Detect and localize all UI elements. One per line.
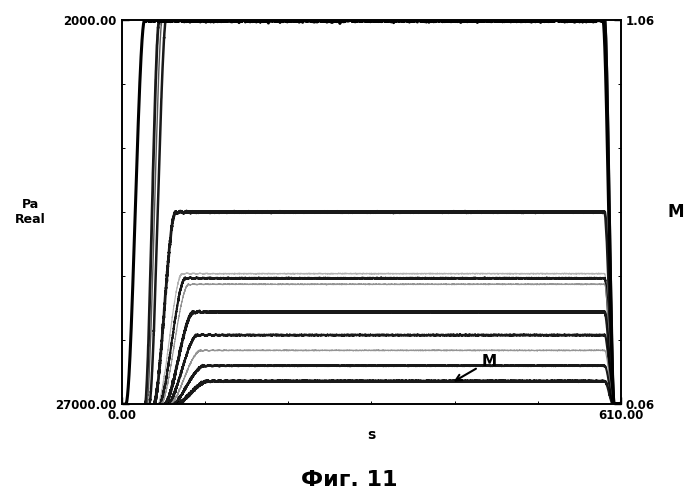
X-axis label: s: s bbox=[367, 428, 375, 441]
Y-axis label: M: M bbox=[668, 203, 684, 221]
Text: Фиг. 11: Фиг. 11 bbox=[301, 470, 398, 490]
Text: M: M bbox=[456, 354, 496, 381]
Y-axis label: Pa
Real: Pa Real bbox=[15, 198, 45, 226]
